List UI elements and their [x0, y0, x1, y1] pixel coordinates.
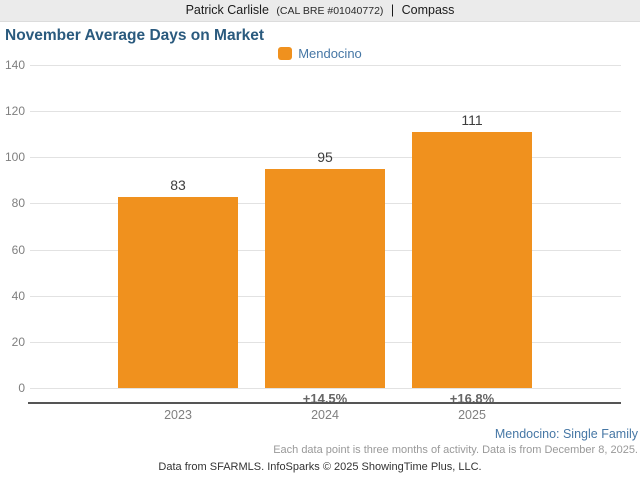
y-tick-label: 0	[18, 381, 25, 395]
agent-name: Patrick Carlisle	[185, 3, 269, 17]
bar[interactable]	[412, 131, 532, 388]
legend-swatch-icon	[278, 46, 293, 60]
legend[interactable]: Mendocino	[0, 45, 640, 61]
bar-chart: 0 20 40 60 80 100 120 140 83 2023 95 +14.5% 2024 111 +…	[0, 58, 640, 426]
x-tick-label: 2025	[458, 408, 486, 422]
bar[interactable]	[265, 168, 385, 388]
bar-value-label: 83	[170, 176, 186, 193]
y-tick-label: 80	[11, 196, 25, 211]
y-tick-label: 120	[4, 104, 25, 119]
x-axis-line	[28, 402, 621, 404]
y-gridline	[30, 388, 621, 389]
y-gridline	[30, 65, 621, 66]
brand-name: Compass	[401, 3, 455, 17]
x-tick-label: 2024	[311, 408, 339, 422]
bar[interactable]	[118, 196, 238, 388]
x-tick-label: 2023	[164, 408, 192, 422]
legend-label: Mendocino	[298, 45, 362, 61]
y-tick-label: 140	[4, 58, 25, 72]
agent-header: Patrick Carlisle (CAL BRE #01040772) | C…	[0, 0, 640, 22]
header-separator: |	[390, 3, 395, 17]
bar-value-label: 95	[317, 148, 333, 165]
data-note: Each data point is three months of activ…	[273, 444, 638, 456]
series-note: Mendocino: Single Family	[494, 427, 638, 441]
y-tick-label: 20	[11, 334, 25, 349]
bar-value-label: 111	[461, 111, 483, 128]
attribution: Data from SFARMLS. InfoSparks © 2025 Sho…	[158, 461, 482, 473]
y-tick-label: 60	[11, 242, 25, 257]
y-gridline	[30, 111, 621, 113]
y-tick-label: 100	[4, 150, 25, 165]
y-tick-label: 40	[11, 288, 25, 303]
chart-title: November Average Days on Market	[5, 27, 265, 44]
y-gridline	[30, 157, 621, 159]
agent-license: (CAL BRE #01040772)	[276, 5, 384, 17]
